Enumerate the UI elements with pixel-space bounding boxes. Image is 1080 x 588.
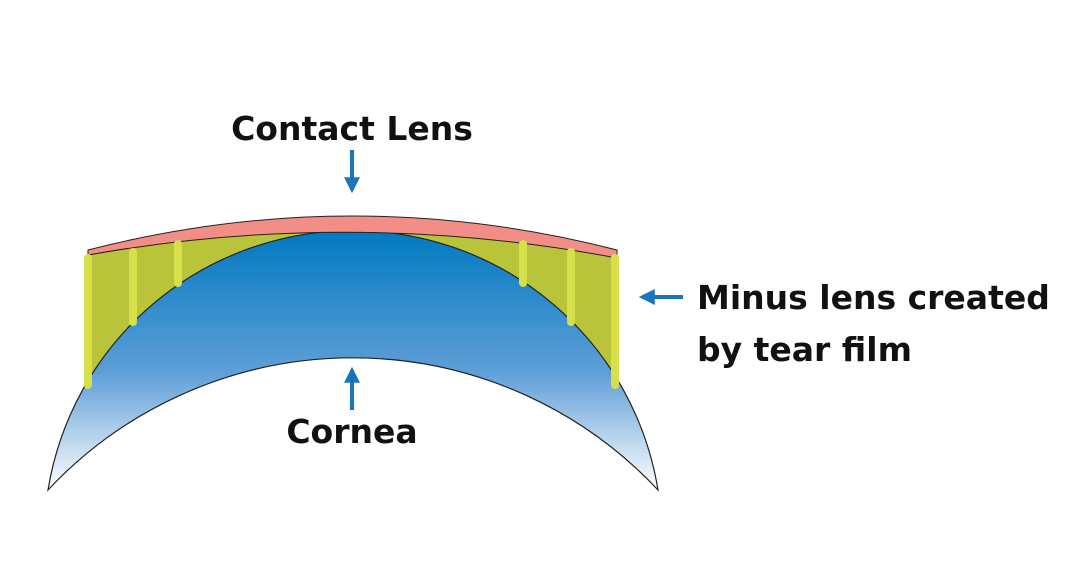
label: Minus lens created [697, 278, 1050, 317]
label: Contact Lens [231, 109, 473, 148]
label: by tear film [697, 330, 912, 369]
label: Cornea [286, 412, 417, 451]
tear-lines [84, 240, 619, 389]
